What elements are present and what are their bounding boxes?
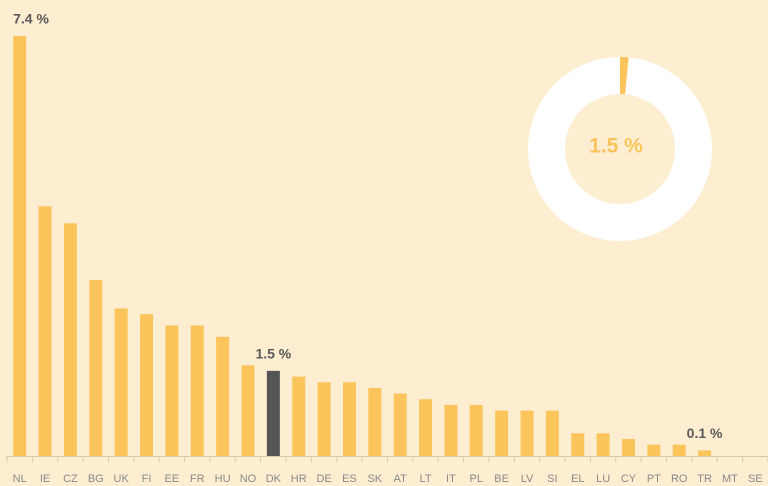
x-tick-label: BG (88, 473, 104, 485)
bar (165, 325, 179, 456)
x-tick-label: EE (165, 473, 180, 485)
donut-slice (527, 57, 712, 241)
bar (419, 399, 433, 456)
bar (571, 433, 585, 456)
bar (520, 410, 534, 456)
bar (38, 206, 52, 456)
bar (241, 365, 255, 456)
x-tick-label: BE (494, 473, 509, 485)
x-tick-label: FI (142, 473, 152, 485)
bar (342, 382, 356, 456)
x-tick-label: NO (240, 473, 257, 485)
x-tick-label: NL (13, 473, 27, 485)
bar (621, 438, 635, 456)
x-tick-label: LV (521, 473, 534, 485)
x-tick-label: UK (114, 473, 130, 485)
x-tick-label: IT (446, 473, 456, 485)
x-tick-label: LT (420, 473, 432, 485)
value-label: 1.5 % (255, 346, 291, 362)
bar (140, 314, 154, 456)
x-tick-label: LU (596, 473, 610, 485)
bar (545, 410, 559, 456)
x-tick-label: CZ (63, 473, 78, 485)
bar (368, 387, 382, 456)
x-tick-label: DK (266, 473, 282, 485)
x-tick-label: SI (547, 473, 557, 485)
x-tick-label: TR (697, 473, 712, 485)
bar (114, 308, 128, 456)
x-tick-label: SK (367, 473, 382, 485)
bar (444, 404, 458, 456)
bar (317, 382, 331, 456)
x-tick-label: HR (291, 473, 307, 485)
x-tick-label: PL (470, 473, 483, 485)
value-label: 0.1 % (687, 425, 723, 441)
bar (190, 325, 204, 456)
x-tick-label: IE (40, 473, 50, 485)
bar (393, 393, 407, 456)
bar (13, 36, 27, 456)
bar (63, 223, 77, 456)
bar (89, 280, 103, 456)
value-label: 7.4 % (13, 11, 49, 27)
x-tick-label: AT (394, 473, 408, 485)
bar (647, 444, 661, 456)
bar (292, 376, 306, 456)
donut-slice (620, 57, 629, 95)
bar (495, 410, 509, 456)
x-tick-label: CY (621, 473, 637, 485)
x-tick-label: DE (316, 473, 331, 485)
bar (596, 433, 610, 456)
bar (266, 370, 280, 456)
donut-label: 1.5 % (589, 135, 643, 158)
x-tick-label: ES (342, 473, 357, 485)
bar (672, 444, 686, 456)
x-tick-label: SE (748, 473, 763, 485)
x-tick-label: RO (671, 473, 688, 485)
bar (698, 450, 712, 456)
x-tick-label: PT (647, 473, 661, 485)
bar (216, 336, 230, 456)
x-tick-label: FR (190, 473, 205, 485)
x-tick-label: HU (215, 473, 231, 485)
x-tick-label: EL (571, 473, 584, 485)
bar (469, 404, 483, 456)
x-tick-label: MT (722, 473, 738, 485)
